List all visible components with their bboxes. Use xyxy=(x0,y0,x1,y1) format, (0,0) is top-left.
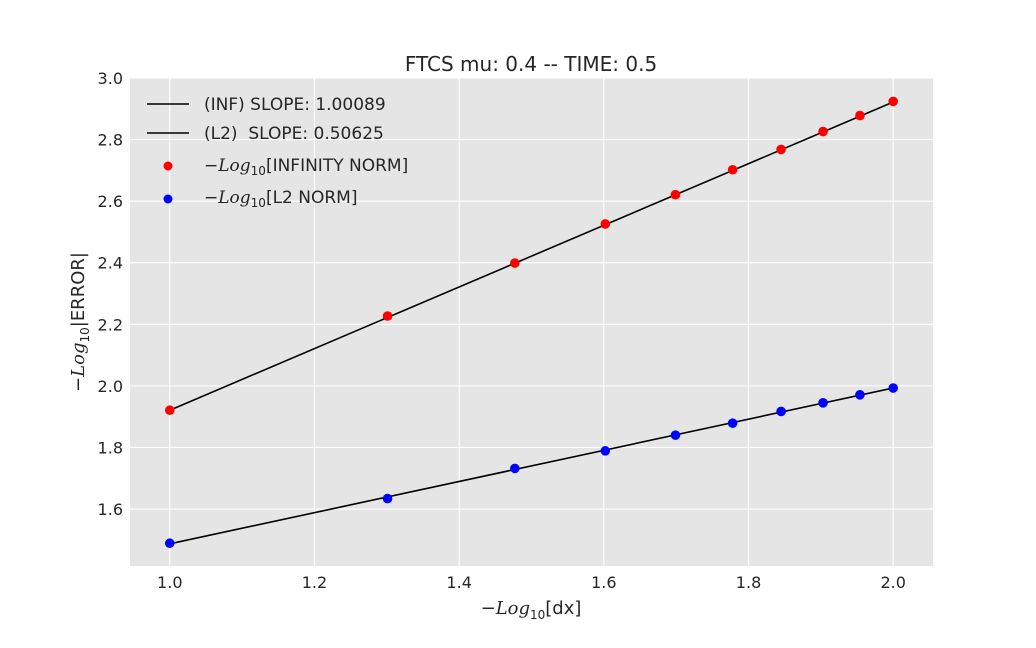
x-tick-label: 1.6 xyxy=(591,573,616,592)
x-tick-label: 1.2 xyxy=(302,573,327,592)
legend-label-inf: (INF) SLOPE: 1.00089 xyxy=(204,95,386,115)
l2-norm-point xyxy=(670,430,681,440)
x-tick-label: 1.8 xyxy=(736,573,761,592)
l2-norm-point xyxy=(818,398,828,408)
inf-norm-point xyxy=(670,189,681,200)
inf-norm-point xyxy=(164,405,175,416)
inf-norm-point xyxy=(818,126,828,137)
y-tick-labels: 1.6 1.8 2.0 2.2 2.4 2.6 2.8 3.0 xyxy=(98,69,123,519)
x-tick-label: 1.4 xyxy=(446,573,471,592)
y-tick-label: 2.2 xyxy=(98,315,123,334)
inf-norm-point xyxy=(510,258,520,268)
x-tick-label: 1.0 xyxy=(157,573,182,592)
y-tick-label: 2.4 xyxy=(98,254,123,273)
fit-line xyxy=(169,101,894,411)
grid xyxy=(130,77,933,566)
y-tick-label: 1.6 xyxy=(98,500,123,519)
y-tick-label: 1.8 xyxy=(98,438,123,457)
y-tick-label: 3.0 xyxy=(98,69,123,88)
plot-background xyxy=(130,78,933,566)
chart-title: FTCS mu: 0.4 -- TIME: 0.5 xyxy=(405,52,657,76)
l2-norm-point xyxy=(888,383,899,393)
x-axis-label: −Log10[dx] xyxy=(481,598,582,622)
inf-norm-point xyxy=(855,110,865,121)
y-tick-label: 2.6 xyxy=(98,192,123,211)
l2-norm-point xyxy=(855,390,865,400)
inf-norm-point xyxy=(600,219,611,229)
l2-norm-point xyxy=(600,446,611,456)
y-axis-label: −Log10|ERROR| xyxy=(68,252,92,392)
legend-label-l2: (L2) SLOPE: 0.50625 xyxy=(204,124,384,144)
legend: (INF) SLOPE: 1.00089 (L2) SLOPE: 0.50625… xyxy=(147,95,408,210)
inf-norm-point xyxy=(776,144,786,155)
fit-line xyxy=(169,387,894,545)
l2-norm-point xyxy=(776,406,786,417)
data-points xyxy=(164,96,899,549)
inf-norm-point xyxy=(382,311,393,321)
legend-marker-inf xyxy=(163,161,173,171)
y-tick-label: 2.8 xyxy=(98,131,123,150)
l2-norm-point xyxy=(727,418,738,428)
inf-norm-point xyxy=(727,164,738,175)
x-tick-labels: 1.0 1.2 1.4 1.6 1.8 2.0 xyxy=(157,573,906,592)
y-tick-label: 2.0 xyxy=(98,377,123,396)
l2-norm-point xyxy=(382,493,393,504)
legend-label-inf-norm: −Log10[INFINITY NORM] xyxy=(204,156,408,178)
x-tick-label: 2.0 xyxy=(880,573,905,592)
l2-norm-point xyxy=(164,538,175,549)
fit-lines xyxy=(169,101,894,545)
legend-label-l2-norm: −Log10[L2 NORM] xyxy=(204,188,357,210)
l2-norm-point xyxy=(510,463,520,474)
legend-marker-l2 xyxy=(163,194,173,204)
inf-norm-point xyxy=(888,96,899,107)
